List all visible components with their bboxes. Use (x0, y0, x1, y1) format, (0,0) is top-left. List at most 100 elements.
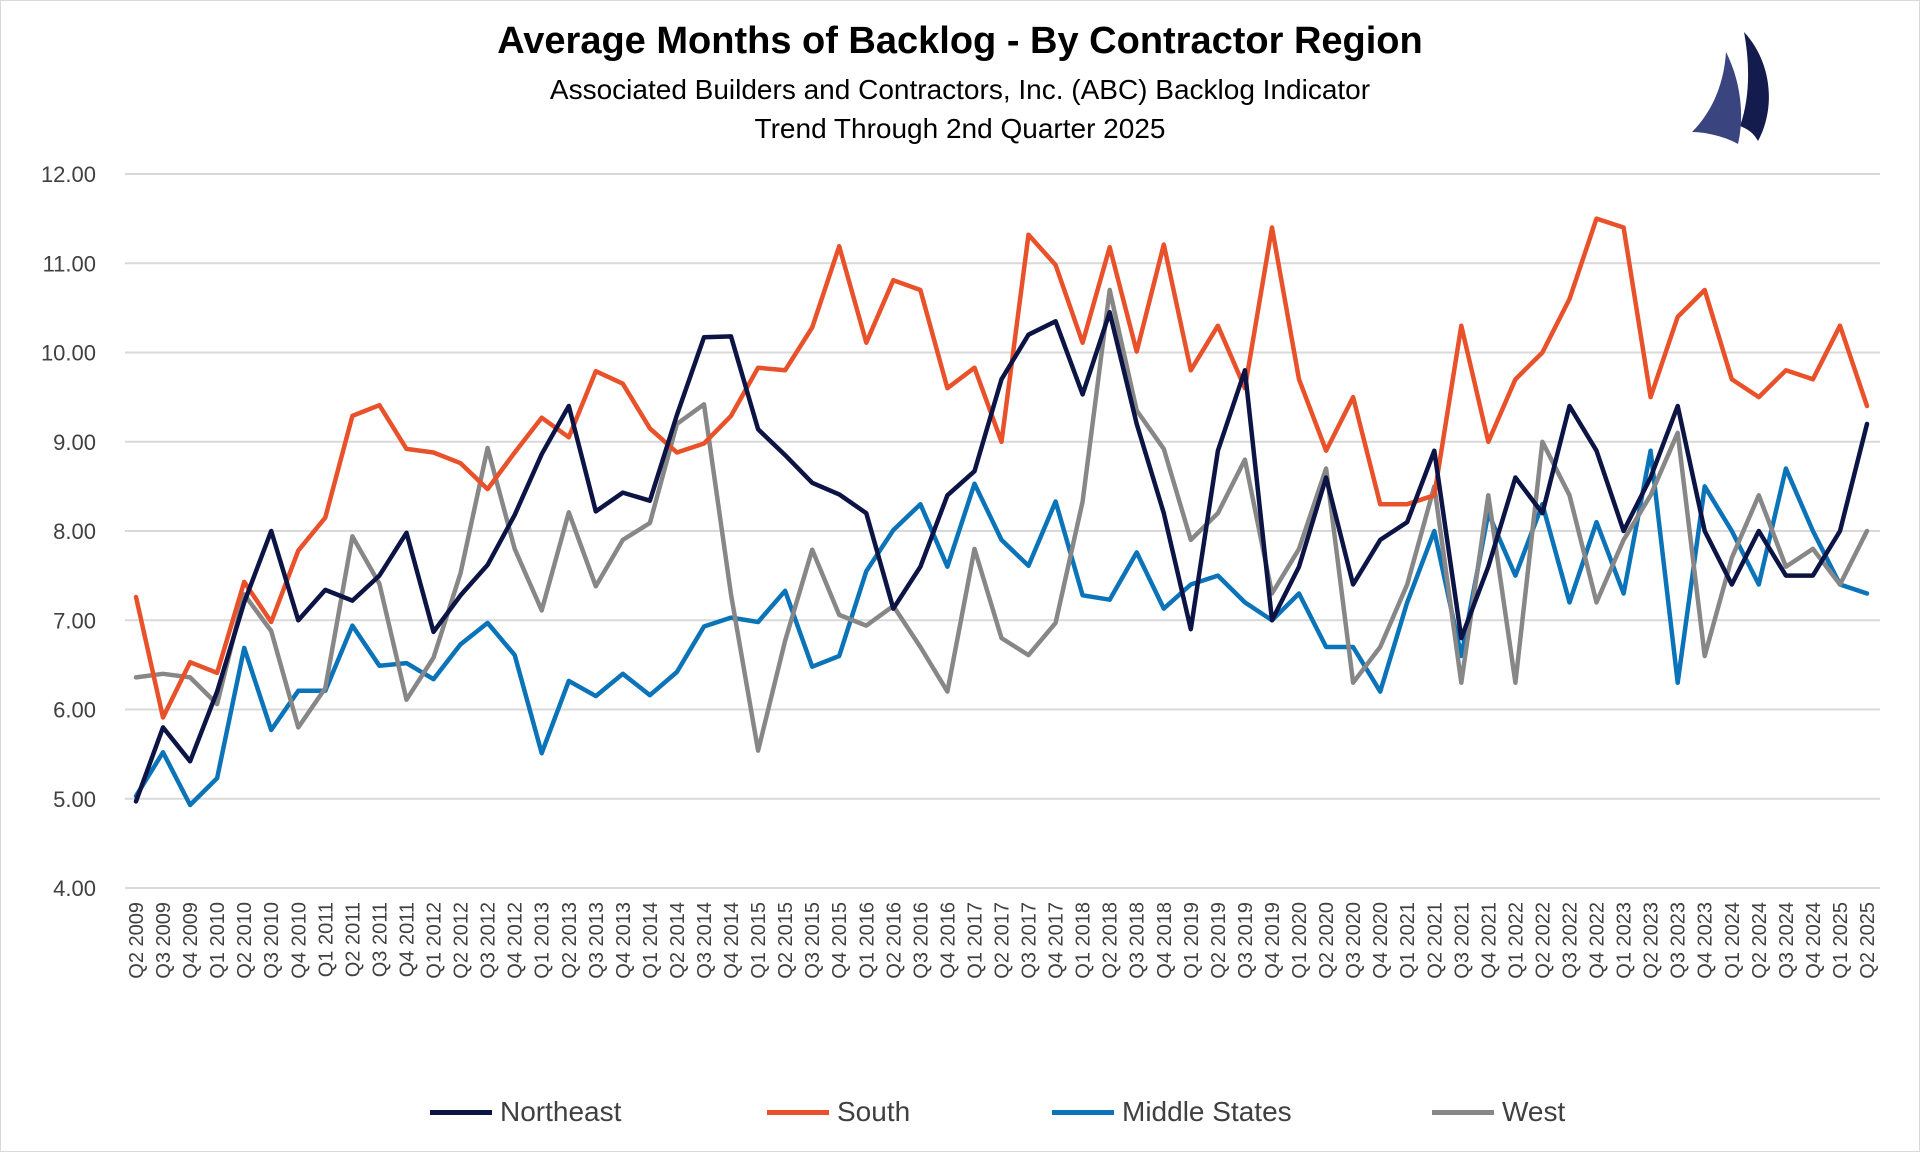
legend: Northeast South Middle States West (0, 1096, 1920, 1132)
x-tick-label: Q3 2023 (1668, 902, 1690, 979)
x-tick-label: Q2 2014 (667, 902, 689, 979)
y-tick-label: 8.00 (53, 519, 96, 544)
x-tick-label: Q2 2024 (1749, 902, 1771, 979)
legend-swatch (1432, 1109, 1494, 1115)
x-tick-label: Q2 2021 (1424, 902, 1446, 979)
x-tick-label: Q4 2010 (288, 902, 310, 979)
series-line-northeast (133, 310, 1870, 804)
x-tick-label: Q4 2024 (1803, 902, 1825, 979)
series-line-middle-states (133, 448, 1870, 808)
x-tick-label: Q2 2019 (1208, 902, 1230, 979)
y-tick-label: 11.00 (43, 251, 96, 276)
x-tick-label: Q3 2013 (586, 902, 608, 979)
series-line-south (133, 216, 1870, 720)
legend-label: South (837, 1096, 911, 1127)
x-tick-label: Q4 2016 (937, 902, 959, 979)
x-tick-label: Q1 2016 (856, 902, 878, 979)
x-tick-label: Q3 2017 (1019, 902, 1041, 979)
legend-label: Middle States (1122, 1096, 1292, 1127)
x-tick-label: Q3 2022 (1559, 902, 1581, 979)
x-tick-label: Q1 2010 (207, 902, 229, 979)
x-tick-label: Q4 2013 (613, 902, 635, 979)
x-tick-label: Q1 2021 (1397, 902, 1419, 979)
x-tick-label: Q3 2014 (694, 902, 716, 979)
legend-swatch (1052, 1109, 1114, 1115)
x-tick-label: Q4 2021 (1478, 902, 1500, 979)
x-tick-label: Q1 2013 (532, 902, 554, 979)
series-lines (133, 216, 1870, 808)
x-tick-label: Q3 2015 (802, 902, 824, 979)
x-tick-label: Q1 2023 (1614, 902, 1636, 979)
legend-item: West (1432, 1096, 1565, 1128)
x-tick-label: Q2 2013 (559, 902, 581, 979)
x-tick-label: Q4 2019 (1262, 902, 1284, 979)
x-tick-label: Q1 2020 (1289, 902, 1311, 979)
x-tick-label: Q4 2012 (505, 902, 527, 979)
y-tick-label: 10.00 (41, 341, 96, 366)
x-tick-label: Q3 2018 (1127, 902, 1149, 979)
x-tick-label: Q2 2017 (992, 902, 1014, 979)
x-tick-label: Q3 2012 (478, 902, 500, 979)
x-tick-label: Q2 2020 (1316, 902, 1338, 979)
x-tick-label: Q4 2023 (1695, 902, 1717, 979)
x-tick-label: Q3 2019 (1235, 902, 1257, 979)
x-tick-label: Q1 2025 (1830, 902, 1852, 979)
chart-subtitle-line-1: Associated Builders and Contractors, Inc… (549, 74, 1371, 105)
x-tick-label: Q3 2024 (1776, 902, 1798, 979)
sail-logo-icon (1692, 32, 1769, 144)
x-tick-label: Q1 2015 (748, 902, 770, 979)
gridlines (125, 173, 1880, 889)
x-tick-label: Q3 2010 (261, 902, 283, 979)
x-tick-label: Q4 2018 (1154, 902, 1176, 979)
y-tick-label: 9.00 (53, 430, 96, 455)
x-tick-label: Q2 2018 (1100, 902, 1122, 979)
legend-label: West (1502, 1096, 1566, 1127)
x-tick-label: Q3 2020 (1343, 902, 1365, 979)
legend-label: Northeast (500, 1096, 622, 1127)
chart-title: Average Months of Backlog - By Contracto… (497, 20, 1423, 62)
x-tick-label: Q1 2012 (424, 902, 446, 979)
x-tick-label: Q2 2009 (126, 902, 148, 979)
y-tick-label: 12.00 (41, 162, 96, 187)
x-axis-tick-labels: Q2 2009 Q3 2009 Q4 2009 Q1 2010 Q2 2010 Q3 20… (126, 902, 1879, 979)
x-tick-label: Q4 2020 (1370, 902, 1392, 979)
x-tick-label: Q1 2022 (1505, 902, 1527, 979)
x-tick-label: Q4 2022 (1587, 902, 1609, 979)
y-tick-label: 7.00 (53, 608, 96, 633)
x-tick-label: Q2 2015 (775, 902, 797, 979)
x-tick-label: Q1 2024 (1722, 902, 1744, 979)
x-tick-label: Q1 2014 (640, 902, 662, 979)
x-tick-label: Q2 2016 (883, 902, 905, 979)
x-tick-label: Q1 2011 (315, 902, 337, 977)
x-tick-label: Q2 2012 (451, 902, 473, 979)
series-line-west (133, 287, 1870, 753)
y-axis-tick-labels: 4.00 5.00 6.00 7.00 8.00 9.00 10.00 11.00 12.00 (41, 162, 96, 901)
x-tick-label: Q4 2015 (829, 902, 851, 979)
x-tick-label: Q4 2009 (180, 902, 202, 979)
y-tick-label: 6.00 (53, 698, 96, 723)
y-tick-label: 4.00 (53, 876, 96, 901)
x-tick-label: Q2 2023 (1641, 902, 1663, 979)
legend-item: Middle States (1052, 1096, 1292, 1128)
x-tick-label: Q3 2011 (369, 902, 391, 977)
x-tick-label: Q3 2016 (910, 902, 932, 979)
sail-front-icon (1740, 32, 1769, 141)
sail-rear-icon (1692, 52, 1742, 144)
legend-swatch (767, 1109, 829, 1115)
x-tick-label: Q2 2025 (1857, 902, 1879, 979)
y-tick-label: 5.00 (53, 787, 96, 812)
chart-subtitle-line-2: Trend Through 2nd Quarter 2025 (754, 113, 1166, 144)
x-tick-label: Q2 2011 (342, 902, 364, 977)
legend-item: South (767, 1096, 910, 1128)
x-tick-label: Q4 2014 (721, 902, 743, 979)
legend-item: Northeast (430, 1096, 621, 1128)
x-tick-label: Q3 2009 (153, 902, 175, 979)
x-tick-label: Q4 2011 (396, 902, 418, 977)
legend-swatch (430, 1109, 492, 1115)
x-tick-label: Q3 2021 (1451, 902, 1473, 979)
x-tick-label: Q1 2018 (1073, 902, 1095, 979)
line-chart: 4.005.006.007.008.009.0010.0011.0012.00 … (41, 162, 1880, 979)
x-tick-label: Q1 2017 (964, 902, 986, 979)
x-tick-label: Q4 2017 (1046, 902, 1068, 979)
x-tick-label: Q2 2022 (1532, 902, 1554, 979)
